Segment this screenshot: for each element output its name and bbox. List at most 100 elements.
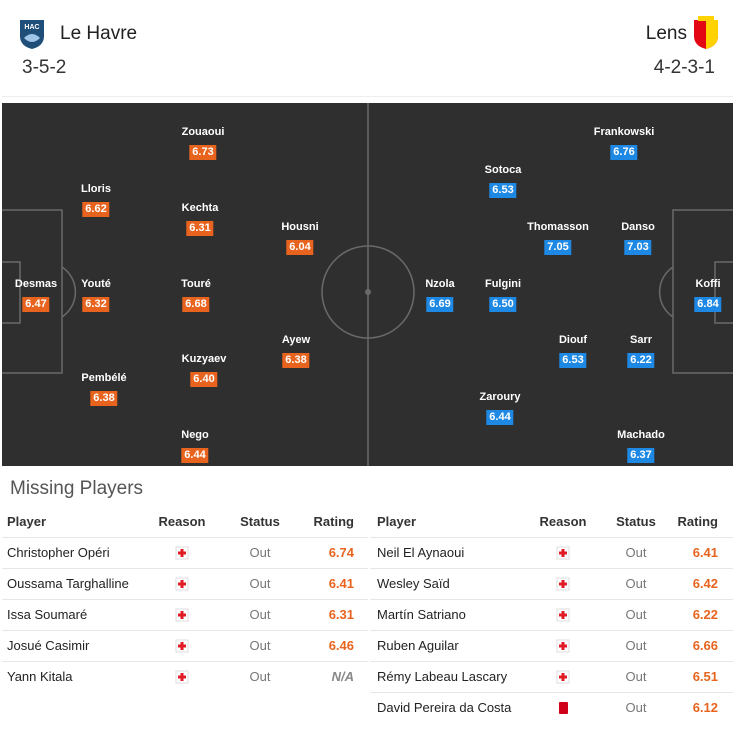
player-rating: 6.37 [627, 448, 655, 463]
section-title: Missing Players [10, 478, 144, 499]
row-divider [2, 599, 368, 600]
player-name: Machado [617, 429, 665, 441]
player-rating: 6.50 [489, 297, 517, 312]
injury-icon [175, 546, 189, 560]
injury-icon [556, 577, 570, 591]
player-name: Danso [621, 221, 655, 233]
player-rating: 6.62 [82, 202, 110, 217]
player-rating: 7.03 [624, 240, 652, 255]
player-name: Diouf [558, 334, 588, 346]
away-formation: 4-2-3-1 [653, 57, 715, 78]
player-name: Koffi [695, 278, 721, 290]
status: Out [249, 669, 271, 684]
player-name: Christopher Opéri [7, 545, 110, 560]
column-header: Status [616, 514, 656, 529]
player-name: Zouaoui [181, 126, 225, 138]
status: Out [249, 607, 271, 622]
player-name: Touré [181, 278, 211, 290]
player-name: Issa Soumaré [7, 607, 88, 622]
row-divider [370, 568, 733, 569]
player-rating: 6.47 [22, 297, 50, 312]
status: Out [625, 638, 647, 653]
player-name: Sarr [629, 334, 653, 346]
player-name: Ruben Aguilar [377, 638, 459, 653]
rating: 6.22 [692, 607, 718, 622]
player-name: Sotoca [484, 164, 522, 176]
player-rating: 6.76 [610, 145, 638, 160]
row-divider [2, 661, 368, 662]
rating: 6.42 [692, 576, 718, 591]
rating: 6.51 [692, 669, 718, 684]
player-rating: 6.53 [489, 183, 517, 198]
rating: 6.66 [692, 638, 718, 653]
svg-text:HAC: HAC [24, 24, 39, 31]
player-rating: 6.32 [82, 297, 110, 312]
status: Out [625, 607, 647, 622]
column-header: Player [7, 514, 47, 529]
player-name: Desmas [14, 278, 58, 290]
player-rating: 6.44 [181, 448, 209, 463]
player-name: Zaroury [479, 391, 521, 403]
row-divider [370, 599, 733, 600]
header [2, 2, 733, 97]
player-rating: 6.44 [486, 410, 514, 425]
injury-icon [175, 608, 189, 622]
rating: 6.74 [328, 545, 354, 560]
player-name: Neil El Aynaoui [377, 545, 465, 560]
status: Out [249, 638, 271, 653]
status: Out [625, 669, 647, 684]
column-header: Rating [677, 514, 718, 529]
player-name: Thomasson [527, 221, 589, 233]
player-rating: 6.38 [90, 391, 118, 406]
player-rating: 6.40 [190, 372, 218, 387]
home-logo: HAC [20, 20, 44, 49]
player-name: Nzola [425, 278, 455, 290]
player-rating: 6.69 [426, 297, 454, 312]
status: Out [249, 545, 271, 560]
status: Out [625, 545, 647, 560]
rating: 6.46 [328, 638, 354, 653]
rating: N/A [331, 669, 354, 684]
player-rating: 6.84 [694, 297, 722, 312]
row-divider [2, 568, 368, 569]
player-name: Nego [181, 429, 209, 441]
column-header: Reason [158, 514, 206, 529]
player-name: Yann Kitala [7, 669, 73, 684]
injury-icon [556, 546, 570, 560]
injury-icon [175, 577, 189, 591]
column-header: Rating [313, 514, 354, 529]
player-name: Josué Casimir [7, 638, 90, 653]
status: Out [249, 576, 271, 591]
status: Out [625, 700, 647, 715]
home-formation: 3-5-2 [22, 57, 67, 78]
row-divider [370, 692, 733, 693]
injury-icon [556, 670, 570, 684]
player-name: Housni [281, 221, 319, 233]
rating: 6.41 [328, 576, 354, 591]
player-rating: 6.04 [286, 240, 314, 255]
player-rating: 6.73 [189, 145, 217, 160]
player-name: David Pereira da Costa [377, 700, 512, 715]
red-card-icon [559, 702, 568, 714]
player-rating: 6.38 [282, 353, 310, 368]
home-team-name: Le Havre [60, 23, 138, 44]
player-name: Frankowski [593, 126, 655, 138]
row-divider [370, 661, 733, 662]
rating: 6.41 [692, 545, 718, 560]
player-name: Fulgini [484, 278, 522, 290]
row-divider [370, 537, 733, 538]
player-rating: 6.68 [182, 297, 210, 312]
player-name: Martín Satriano [377, 607, 466, 622]
row-divider [2, 537, 368, 538]
injury-icon [556, 608, 570, 622]
away-team-name: Lens [645, 23, 687, 44]
player-name: Kuzyaev [181, 353, 227, 365]
player-name: Pembélé [81, 372, 127, 384]
player-rating: 6.53 [559, 353, 587, 368]
injury-icon [556, 639, 570, 653]
away-logo [694, 16, 718, 49]
player-name: Rémy Labeau Lascary [377, 669, 508, 684]
player-name: Lloris [81, 183, 111, 195]
player-name: Wesley Saïd [377, 576, 450, 591]
